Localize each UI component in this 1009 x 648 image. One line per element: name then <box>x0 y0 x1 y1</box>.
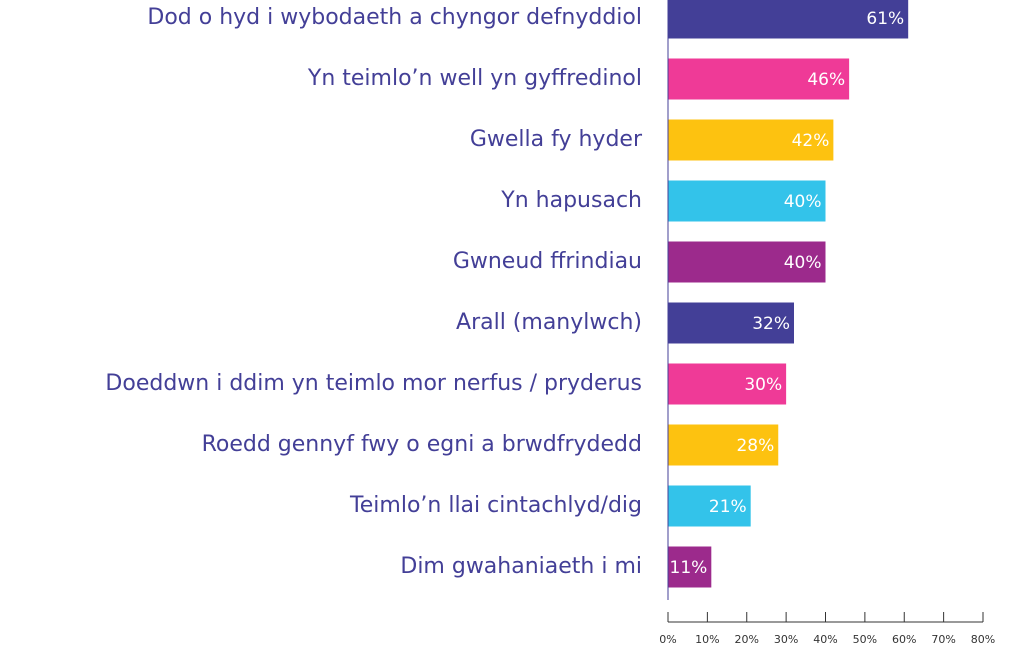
bar <box>668 0 909 39</box>
x-tick-label: 0% <box>659 633 676 646</box>
bar <box>668 363 787 405</box>
bar <box>668 485 751 527</box>
bar <box>668 58 850 100</box>
bar <box>668 119 834 161</box>
value-label: 40% <box>784 192 822 212</box>
bar <box>668 302 794 344</box>
category-label: Dod o hyd i wybodaeth a chyngor defnyddi… <box>147 5 642 30</box>
bar <box>668 546 712 588</box>
category-label: Dim gwahaniaeth i mi <box>400 554 642 579</box>
category-label: Roedd gennyf fwy o egni a brwdfrydedd <box>202 432 642 457</box>
category-label: Yn teimlo’n well yn gyffredinol <box>307 66 642 91</box>
x-tick-label: 50% <box>853 633 877 646</box>
value-label: 30% <box>744 375 782 395</box>
category-label: Teimlo’n llai cintachlyd/dig <box>349 493 642 518</box>
value-label: 40% <box>784 253 822 273</box>
category-label: Yn hapusach <box>500 188 642 213</box>
x-tick-label: 60% <box>892 633 916 646</box>
category-label: Gwneud ffrindiau <box>453 249 642 274</box>
x-tick-label: 10% <box>695 633 719 646</box>
value-label: 46% <box>807 70 845 90</box>
value-label: 42% <box>792 131 830 151</box>
x-tick-label: 70% <box>931 633 955 646</box>
category-label: Gwella fy hyder <box>470 127 643 152</box>
x-tick-label: 30% <box>774 633 798 646</box>
bar <box>668 241 826 283</box>
value-label: 28% <box>736 436 774 456</box>
value-label: 32% <box>752 314 790 334</box>
x-tick-label: 20% <box>735 633 759 646</box>
category-label: Arall (manylwch) <box>456 310 642 335</box>
value-label: 61% <box>866 9 904 29</box>
bar <box>668 424 779 466</box>
bar <box>668 180 826 222</box>
value-label: 21% <box>709 497 747 517</box>
x-tick-label: 40% <box>813 633 837 646</box>
x-tick-label: 80% <box>971 633 995 646</box>
value-label: 11% <box>670 558 708 578</box>
category-label: Doeddwn i ddim yn teimlo mor nerfus / pr… <box>105 371 642 396</box>
